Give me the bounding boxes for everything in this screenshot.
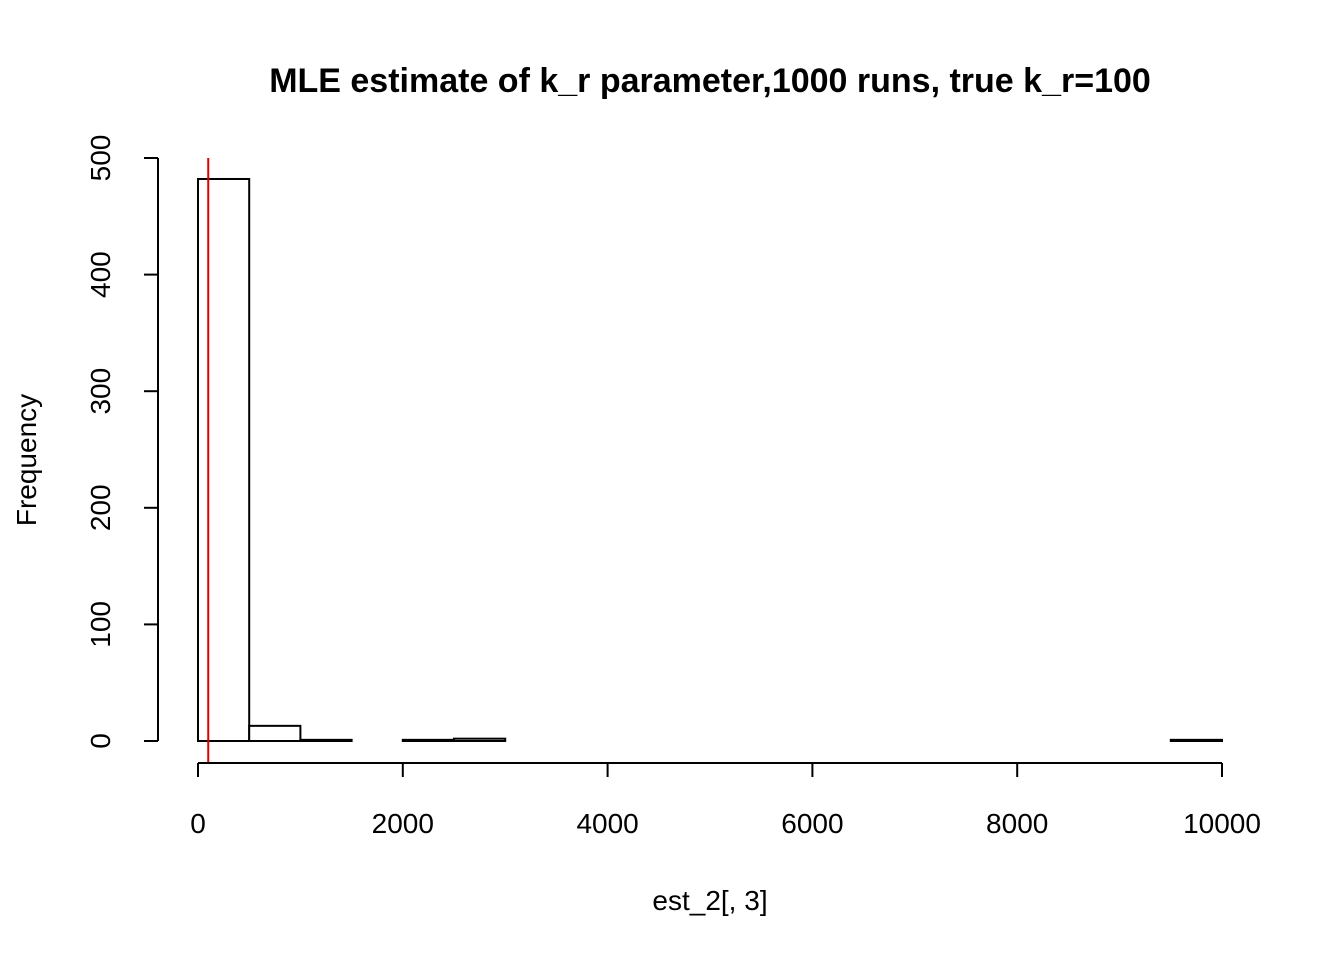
y-tick-label-5: 500 [85,135,116,182]
histogram-bar-5 [453,737,507,743]
y-tick-label-2: 200 [85,484,116,531]
x-tick-label-5: 10000 [1183,808,1261,839]
y-tick-label-3: 300 [85,368,116,415]
x-tick-label-1: 2000 [372,808,434,839]
y-axis-label: Frequency [11,394,42,526]
x-axis: 0 2000 4000 6000 8000 10000 [190,762,1261,839]
histogram-bar-4 [401,738,455,742]
histogram-bar-1 [248,724,302,742]
x-axis-label: est_2[, 3] [652,885,767,916]
histogram-bar-19 [1169,738,1224,742]
chart-title: MLE estimate of k_r parameter,1000 runs,… [269,62,1151,100]
x-tick-label-4: 8000 [986,808,1048,839]
x-tick-label-3: 6000 [781,808,843,839]
x-tick-label-2: 4000 [576,808,638,839]
bars-group [197,177,1224,743]
y-tick-label-0: 0 [85,733,116,749]
y-tick-label-4: 400 [85,251,116,298]
y-axis: 0 100 200 300 400 500 [85,135,159,749]
y-tick-label-1: 100 [85,601,116,648]
histogram-bar-2 [299,738,353,742]
x-tick-label-0: 0 [190,808,206,839]
histogram-bar-0 [197,177,251,743]
